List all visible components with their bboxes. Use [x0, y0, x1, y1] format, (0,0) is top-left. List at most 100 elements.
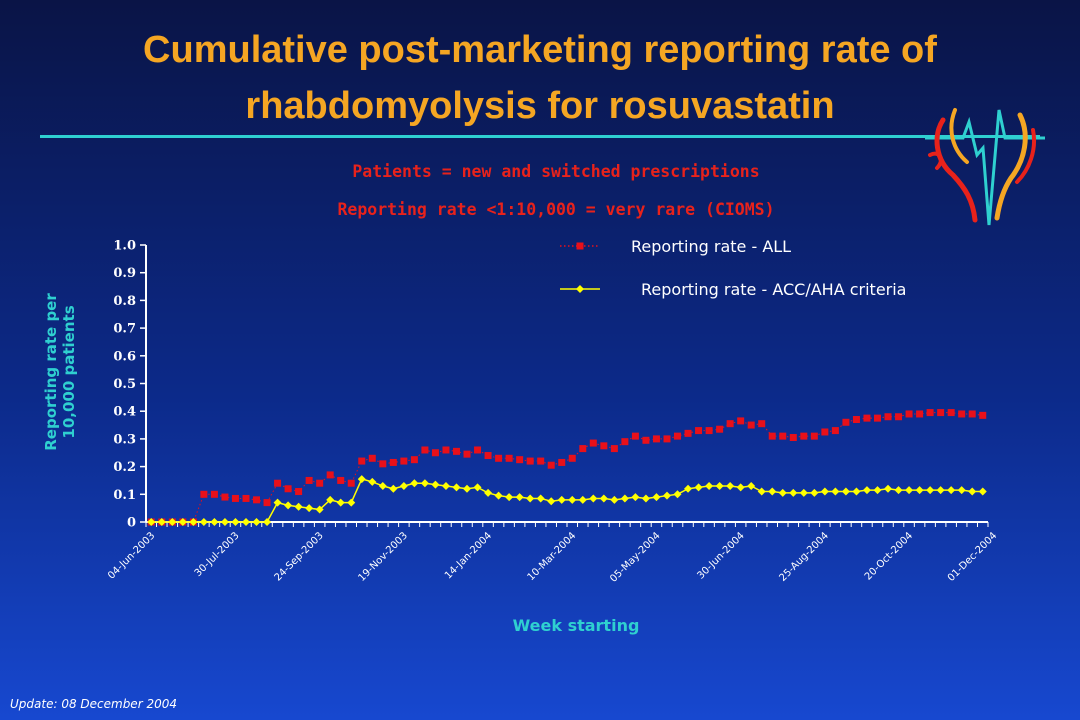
- data-point: [515, 493, 524, 502]
- data-point: [368, 454, 376, 462]
- data-point: [516, 456, 524, 464]
- data-point: [263, 518, 272, 526]
- data-point: [526, 494, 535, 503]
- data-point: [789, 488, 798, 497]
- data-point: [420, 479, 429, 488]
- data-point: [926, 486, 935, 495]
- data-point: [957, 486, 966, 495]
- data-point: [589, 494, 598, 503]
- data-point: [389, 458, 397, 466]
- data-point: [641, 494, 650, 503]
- data-point: [221, 493, 229, 501]
- data-point: [841, 487, 850, 496]
- data-point: [663, 435, 671, 443]
- data-point: [368, 477, 377, 486]
- data-point: [684, 429, 692, 437]
- x-tick-label: 10-Mar-2004: [526, 530, 579, 583]
- data-point: [968, 410, 976, 418]
- legend-label: Reporting rate - ACC/AHA criteria: [641, 280, 906, 299]
- data-point: [695, 427, 703, 435]
- data-point: [452, 447, 460, 455]
- x-tick-label: 04-Jun-2003: [106, 530, 157, 581]
- data-point: [642, 436, 650, 444]
- x-tick-label: 30-Jun-2004: [695, 530, 746, 581]
- data-point: [831, 427, 839, 435]
- data-point: [421, 446, 429, 454]
- series-acc-aha: [147, 475, 987, 526]
- data-point: [726, 481, 735, 490]
- data-point: [652, 435, 660, 443]
- slide-title: Cumulative post-marketing reporting rate…: [40, 22, 1040, 134]
- data-point: [547, 497, 556, 506]
- data-point: [789, 434, 797, 442]
- data-point: [305, 476, 313, 484]
- data-point: [379, 460, 387, 468]
- x-tick-label: 25-Aug-2004: [777, 530, 831, 584]
- data-point: [895, 413, 903, 421]
- data-point: [241, 518, 250, 526]
- data-point: [631, 432, 639, 440]
- data-point: [916, 410, 924, 418]
- data-point: [547, 461, 555, 469]
- chart-legend: Reporting rate - ALL Reporting rate - ACC…: [560, 237, 906, 299]
- data-point: [399, 481, 408, 490]
- slide-title-line-2: rhabdomyolysis for rosuvastatin: [245, 85, 835, 127]
- data-point: [736, 483, 745, 492]
- data-point: [726, 420, 734, 428]
- legend-item-all: Reporting rate - ALL: [560, 237, 791, 256]
- data-point: [905, 410, 913, 418]
- data-point: [936, 486, 945, 495]
- data-point: [178, 518, 187, 526]
- y-tick-label: 0.3: [113, 432, 136, 447]
- x-tick-label: 14-Jan-2004: [443, 530, 494, 581]
- data-point: [915, 486, 924, 495]
- y-tick-label: 0.1: [113, 488, 136, 503]
- data-point: [884, 484, 893, 493]
- data-point: [441, 481, 450, 490]
- data-point: [905, 486, 914, 495]
- data-point: [357, 475, 366, 484]
- y-axis-title-line-1: Reporting rate per: [42, 293, 60, 451]
- data-point: [737, 417, 745, 425]
- data-point: [662, 491, 671, 500]
- data-point: [168, 518, 177, 526]
- legend-swatch-marker: [576, 285, 584, 293]
- data-point: [200, 490, 208, 498]
- data-point: [568, 495, 577, 504]
- x-tick-label: 30-Jul-2003: [193, 530, 242, 579]
- data-point: [873, 414, 881, 422]
- data-point: [779, 432, 787, 440]
- data-point: [768, 432, 776, 440]
- data-point: [599, 494, 608, 503]
- data-point: [979, 411, 987, 419]
- data-point: [715, 481, 724, 490]
- data-point: [579, 445, 587, 453]
- data-point: [673, 490, 682, 499]
- data-point: [810, 488, 819, 497]
- data-point: [231, 494, 239, 502]
- data-point: [295, 488, 303, 496]
- data-point: [536, 494, 545, 503]
- y-tick-label: 0: [127, 516, 136, 531]
- data-point: [147, 518, 156, 526]
- chart-subtitle-1: Patients = new and switched prescription…: [352, 162, 760, 181]
- data-point: [863, 414, 871, 422]
- slide-title-line-1: Cumulative post-marketing reporting rate…: [143, 29, 937, 71]
- data-point: [968, 487, 977, 496]
- data-point: [842, 418, 850, 426]
- data-point: [294, 502, 303, 511]
- data-point: [537, 457, 545, 465]
- data-point: [463, 450, 471, 458]
- data-point: [252, 518, 261, 526]
- data-point: [347, 498, 356, 507]
- data-point: [937, 409, 945, 417]
- data-point: [810, 432, 818, 440]
- data-point: [316, 479, 324, 487]
- data-point: [336, 498, 345, 507]
- data-point: [694, 483, 703, 492]
- data-point: [326, 495, 335, 504]
- heartbeat-logo-icon: [925, 108, 1045, 226]
- data-point: [273, 498, 282, 507]
- data-point: [189, 518, 198, 526]
- legend-label: Reporting rate - ALL: [631, 237, 791, 256]
